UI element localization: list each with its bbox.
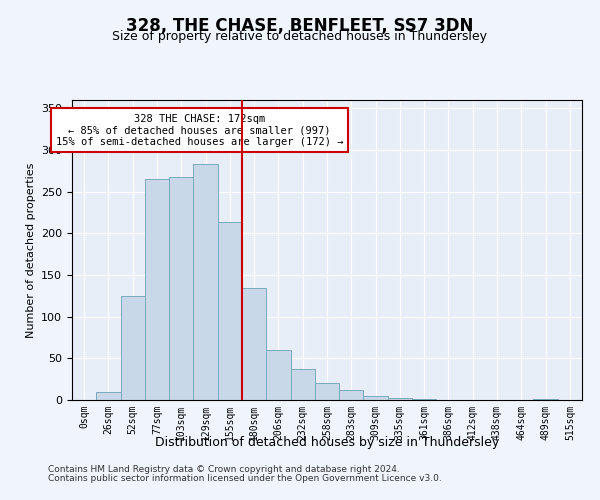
Text: 328, THE CHASE, BENFLEET, SS7 3DN: 328, THE CHASE, BENFLEET, SS7 3DN bbox=[127, 18, 473, 36]
Bar bbox=[412, 399, 436, 400]
Text: Distribution of detached houses by size in Thundersley: Distribution of detached houses by size … bbox=[155, 436, 499, 449]
Bar bbox=[290, 369, 315, 400]
Bar bbox=[145, 179, 169, 400]
Bar bbox=[96, 392, 121, 400]
Bar bbox=[242, 288, 266, 400]
Bar bbox=[364, 396, 388, 400]
Bar bbox=[169, 176, 193, 400]
Text: Size of property relative to detached houses in Thundersley: Size of property relative to detached ho… bbox=[113, 30, 487, 43]
Y-axis label: Number of detached properties: Number of detached properties bbox=[26, 162, 35, 338]
Bar bbox=[218, 222, 242, 400]
Text: 328 THE CHASE: 172sqm
← 85% of detached houses are smaller (997)
15% of semi-det: 328 THE CHASE: 172sqm ← 85% of detached … bbox=[56, 114, 343, 146]
Bar bbox=[533, 399, 558, 400]
Bar bbox=[315, 384, 339, 400]
Bar bbox=[266, 350, 290, 400]
Bar bbox=[193, 164, 218, 400]
Bar bbox=[121, 296, 145, 400]
Bar bbox=[339, 390, 364, 400]
Text: Contains HM Land Registry data © Crown copyright and database right 2024.: Contains HM Land Registry data © Crown c… bbox=[48, 466, 400, 474]
Bar bbox=[388, 398, 412, 400]
Text: Contains public sector information licensed under the Open Government Licence v3: Contains public sector information licen… bbox=[48, 474, 442, 483]
